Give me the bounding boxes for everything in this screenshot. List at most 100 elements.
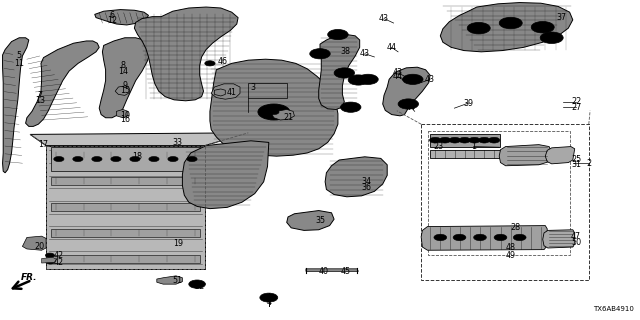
Polygon shape <box>99 38 150 118</box>
Circle shape <box>149 156 159 162</box>
Text: 3: 3 <box>250 84 255 92</box>
Circle shape <box>348 75 369 85</box>
Text: 8: 8 <box>120 61 125 70</box>
Circle shape <box>403 74 423 84</box>
Text: 42: 42 <box>54 258 64 267</box>
Polygon shape <box>211 84 240 99</box>
Polygon shape <box>51 147 200 171</box>
Polygon shape <box>30 133 248 146</box>
Polygon shape <box>287 211 334 230</box>
Circle shape <box>449 137 461 143</box>
Circle shape <box>531 21 554 33</box>
Text: FR.: FR. <box>21 273 38 282</box>
Text: 11: 11 <box>14 60 24 68</box>
Circle shape <box>494 234 507 241</box>
Text: 13: 13 <box>35 96 45 105</box>
Circle shape <box>340 102 361 112</box>
Circle shape <box>406 76 419 83</box>
Text: 46: 46 <box>218 57 228 66</box>
Circle shape <box>479 137 490 143</box>
Text: 39: 39 <box>463 99 474 108</box>
Circle shape <box>499 17 522 29</box>
Polygon shape <box>319 35 360 109</box>
Polygon shape <box>182 141 269 209</box>
Text: 19: 19 <box>173 239 183 248</box>
Text: 33: 33 <box>173 138 183 147</box>
Polygon shape <box>134 7 238 101</box>
Circle shape <box>192 282 202 287</box>
Circle shape <box>513 234 526 241</box>
Text: 43: 43 <box>425 75 435 84</box>
Bar <box>428 131 570 255</box>
Circle shape <box>264 295 274 300</box>
Bar <box>248 83 287 98</box>
Text: 31: 31 <box>571 160 581 169</box>
Circle shape <box>334 68 355 78</box>
Text: 2: 2 <box>586 159 591 168</box>
Text: 15: 15 <box>120 86 131 95</box>
Text: 47: 47 <box>571 232 581 241</box>
Text: 12: 12 <box>107 16 117 25</box>
Polygon shape <box>214 89 225 96</box>
Polygon shape <box>51 151 200 159</box>
Circle shape <box>362 76 374 83</box>
Polygon shape <box>306 269 358 271</box>
Text: 6: 6 <box>109 12 115 20</box>
Polygon shape <box>383 67 430 116</box>
Polygon shape <box>440 3 573 52</box>
Circle shape <box>352 77 365 83</box>
Text: 14: 14 <box>118 67 128 76</box>
Text: 27: 27 <box>571 103 581 112</box>
Circle shape <box>187 156 197 162</box>
Polygon shape <box>51 204 200 211</box>
Circle shape <box>168 156 178 162</box>
Polygon shape <box>430 134 500 147</box>
Text: 5: 5 <box>17 52 22 60</box>
Circle shape <box>402 101 415 107</box>
Text: 41: 41 <box>227 88 237 97</box>
Circle shape <box>73 156 83 162</box>
Circle shape <box>434 234 447 241</box>
Polygon shape <box>3 38 29 173</box>
Text: 25: 25 <box>571 156 581 164</box>
Circle shape <box>205 61 215 66</box>
Text: 10: 10 <box>120 111 131 120</box>
Text: 1: 1 <box>471 142 476 151</box>
Circle shape <box>468 137 480 143</box>
Text: 50: 50 <box>571 238 581 247</box>
Text: 42: 42 <box>54 252 64 260</box>
Text: 4: 4 <box>266 298 271 307</box>
Polygon shape <box>26 41 99 126</box>
Polygon shape <box>157 276 182 284</box>
Polygon shape <box>46 146 205 269</box>
Text: 37: 37 <box>557 13 567 22</box>
Text: 48: 48 <box>506 244 516 252</box>
Polygon shape <box>51 177 200 185</box>
Circle shape <box>332 31 344 38</box>
Polygon shape <box>543 230 575 248</box>
Circle shape <box>439 137 451 143</box>
Text: 36: 36 <box>361 183 371 192</box>
Circle shape <box>488 137 500 143</box>
Text: 44: 44 <box>406 103 416 112</box>
Circle shape <box>54 156 64 162</box>
Text: 22: 22 <box>571 97 581 106</box>
Polygon shape <box>51 229 200 237</box>
Circle shape <box>467 22 490 34</box>
Text: 21: 21 <box>283 113 293 122</box>
Circle shape <box>258 104 290 120</box>
Polygon shape <box>545 147 575 164</box>
Text: 7: 7 <box>37 91 42 100</box>
Polygon shape <box>325 157 387 197</box>
Circle shape <box>459 137 470 143</box>
Text: 17: 17 <box>38 140 49 149</box>
Polygon shape <box>116 109 128 118</box>
Polygon shape <box>115 86 129 95</box>
Text: 52: 52 <box>195 282 205 291</box>
Text: 45: 45 <box>340 267 351 276</box>
Text: 9: 9 <box>123 81 128 90</box>
Text: 43: 43 <box>379 14 389 23</box>
Polygon shape <box>499 145 552 166</box>
Circle shape <box>111 156 121 162</box>
Text: 35: 35 <box>315 216 325 225</box>
